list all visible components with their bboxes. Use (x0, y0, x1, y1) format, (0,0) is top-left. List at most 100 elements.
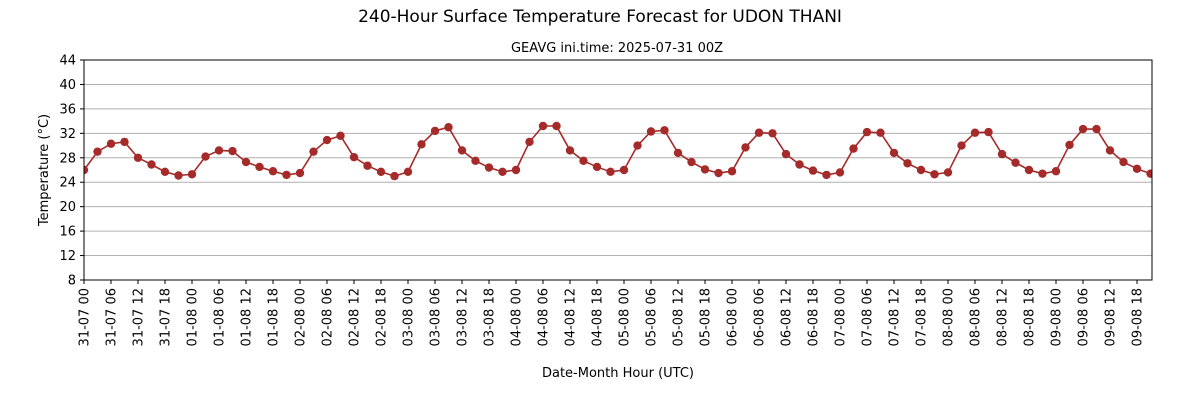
x-tick-label: 09-08 12 (1104, 288, 1119, 346)
x-tick-label: 07-08 18 (915, 288, 930, 346)
temperature-point (349, 152, 359, 162)
temperature-point (592, 162, 602, 172)
y-axis-ticks: 8 12 16 20 24 28 32 36 40 44 (59, 54, 84, 289)
temperature-point (660, 126, 669, 135)
temperature-point (997, 149, 1007, 159)
temperature-point (444, 123, 453, 132)
x-tick-label: 07-08 12 (888, 288, 903, 346)
x-tick-label: 04-08 18 (591, 288, 606, 346)
temperature-point (363, 161, 372, 170)
series-marks (84, 121, 1152, 181)
x-tick-label: 03-08 00 (402, 288, 417, 346)
y-tick-label: 32 (59, 127, 76, 142)
x-tick-label: 31-07 18 (159, 288, 174, 346)
temperature-point (754, 128, 764, 137)
x-tick-label: 01-08 00 (186, 288, 201, 346)
temperature-point (1132, 164, 1142, 173)
temperature-point (1051, 167, 1061, 176)
temperature-point (727, 167, 737, 176)
y-tick-label: 28 (59, 151, 76, 166)
temperature-point (255, 162, 264, 172)
x-tick-label: 06-08 12 (780, 288, 795, 346)
x-tick-label: 06-08 18 (807, 288, 822, 346)
temperature-point (579, 156, 588, 166)
x-tick-label: 08-08 00 (942, 288, 957, 346)
x-tick-label: 03-08 06 (429, 288, 444, 346)
y-tick-label: 12 (59, 249, 76, 264)
temperature-point (741, 143, 750, 152)
x-tick-label: 03-08 12 (456, 288, 471, 346)
temperature-point (525, 137, 534, 147)
temperature-point (1092, 124, 1101, 134)
x-tick-label: 05-08 18 (699, 288, 714, 346)
plot-frame (83, 59, 1153, 281)
temperature-point (1146, 169, 1152, 178)
temperature-point (228, 146, 237, 156)
x-tick-label: 31-07 00 (78, 288, 93, 346)
temperature-point (889, 148, 899, 158)
temperature-point (565, 146, 575, 155)
x-tick-label: 05-08 00 (618, 288, 633, 346)
x-tick-label: 03-08 18 (483, 288, 498, 346)
x-axis-ticks: 31-07 00 31-07 06 31-07 12 31-07 18 01-08 00… (78, 280, 1146, 346)
temperature-point (147, 160, 156, 169)
temperature-point (322, 135, 332, 145)
y-tick-label: 40 (59, 78, 76, 93)
temperature-point (606, 167, 615, 177)
x-tick-label: 02-08 18 (375, 288, 390, 346)
temperature-point (160, 167, 170, 177)
temperature-point (133, 153, 143, 162)
temperature-point (430, 126, 440, 136)
temperature-point (673, 148, 683, 158)
x-tick-label: 31-07 06 (105, 288, 120, 346)
temperature-point (808, 166, 818, 175)
temperature-point (403, 167, 413, 177)
x-tick-label: 09-08 06 (1077, 288, 1092, 346)
y-tick-label: 20 (59, 200, 76, 215)
x-axis-label: Date-Month Hour (UTC) (542, 366, 694, 381)
x-tick-label: 01-08 12 (240, 288, 255, 346)
temperature-point (201, 152, 210, 161)
temperature-point (714, 168, 723, 178)
temperature-point (835, 168, 845, 177)
temperature-point (268, 167, 278, 176)
temperature-point (295, 168, 305, 178)
temperature-point (552, 121, 561, 131)
temperature-point (187, 170, 197, 179)
x-tick-label: 31-07 12 (132, 288, 147, 346)
x-tick-label: 08-08 12 (996, 288, 1011, 346)
y-tick-label: 8 (68, 274, 76, 289)
temperature-point (781, 149, 791, 159)
temperature-point (970, 128, 980, 137)
temperature-point (916, 165, 926, 175)
x-tick-label: 09-08 18 (1131, 288, 1146, 346)
temperature-point (457, 146, 467, 155)
temperature-point (646, 127, 656, 136)
x-tick-label: 09-08 00 (1050, 288, 1065, 346)
temperature-point (93, 147, 102, 156)
temperature-point (336, 131, 345, 140)
temperature-point (795, 160, 804, 169)
temperature-point (903, 159, 912, 168)
temperature-point (498, 167, 507, 177)
x-tick-label: 01-08 06 (213, 288, 228, 346)
temperature-series (84, 121, 1152, 181)
temperature-point (768, 129, 777, 138)
temperature-point (930, 170, 939, 179)
temperature-point (822, 170, 831, 180)
temperature-point (1065, 140, 1074, 150)
x-tick-label: 08-08 06 (969, 288, 984, 346)
temperature-point (984, 127, 993, 137)
temperature-point (106, 139, 116, 148)
temperature-point (471, 156, 480, 166)
temperature-point (700, 165, 710, 174)
x-tick-label: 02-08 00 (294, 288, 309, 346)
x-tick-label: 08-08 18 (1023, 288, 1038, 346)
temperature-point (1105, 146, 1115, 155)
temperature-point (484, 163, 494, 172)
x-tick-label: 01-08 18 (267, 288, 282, 346)
y-tick-label: 44 (59, 54, 76, 69)
temperature-point (120, 137, 129, 147)
temperature-point (849, 144, 858, 153)
